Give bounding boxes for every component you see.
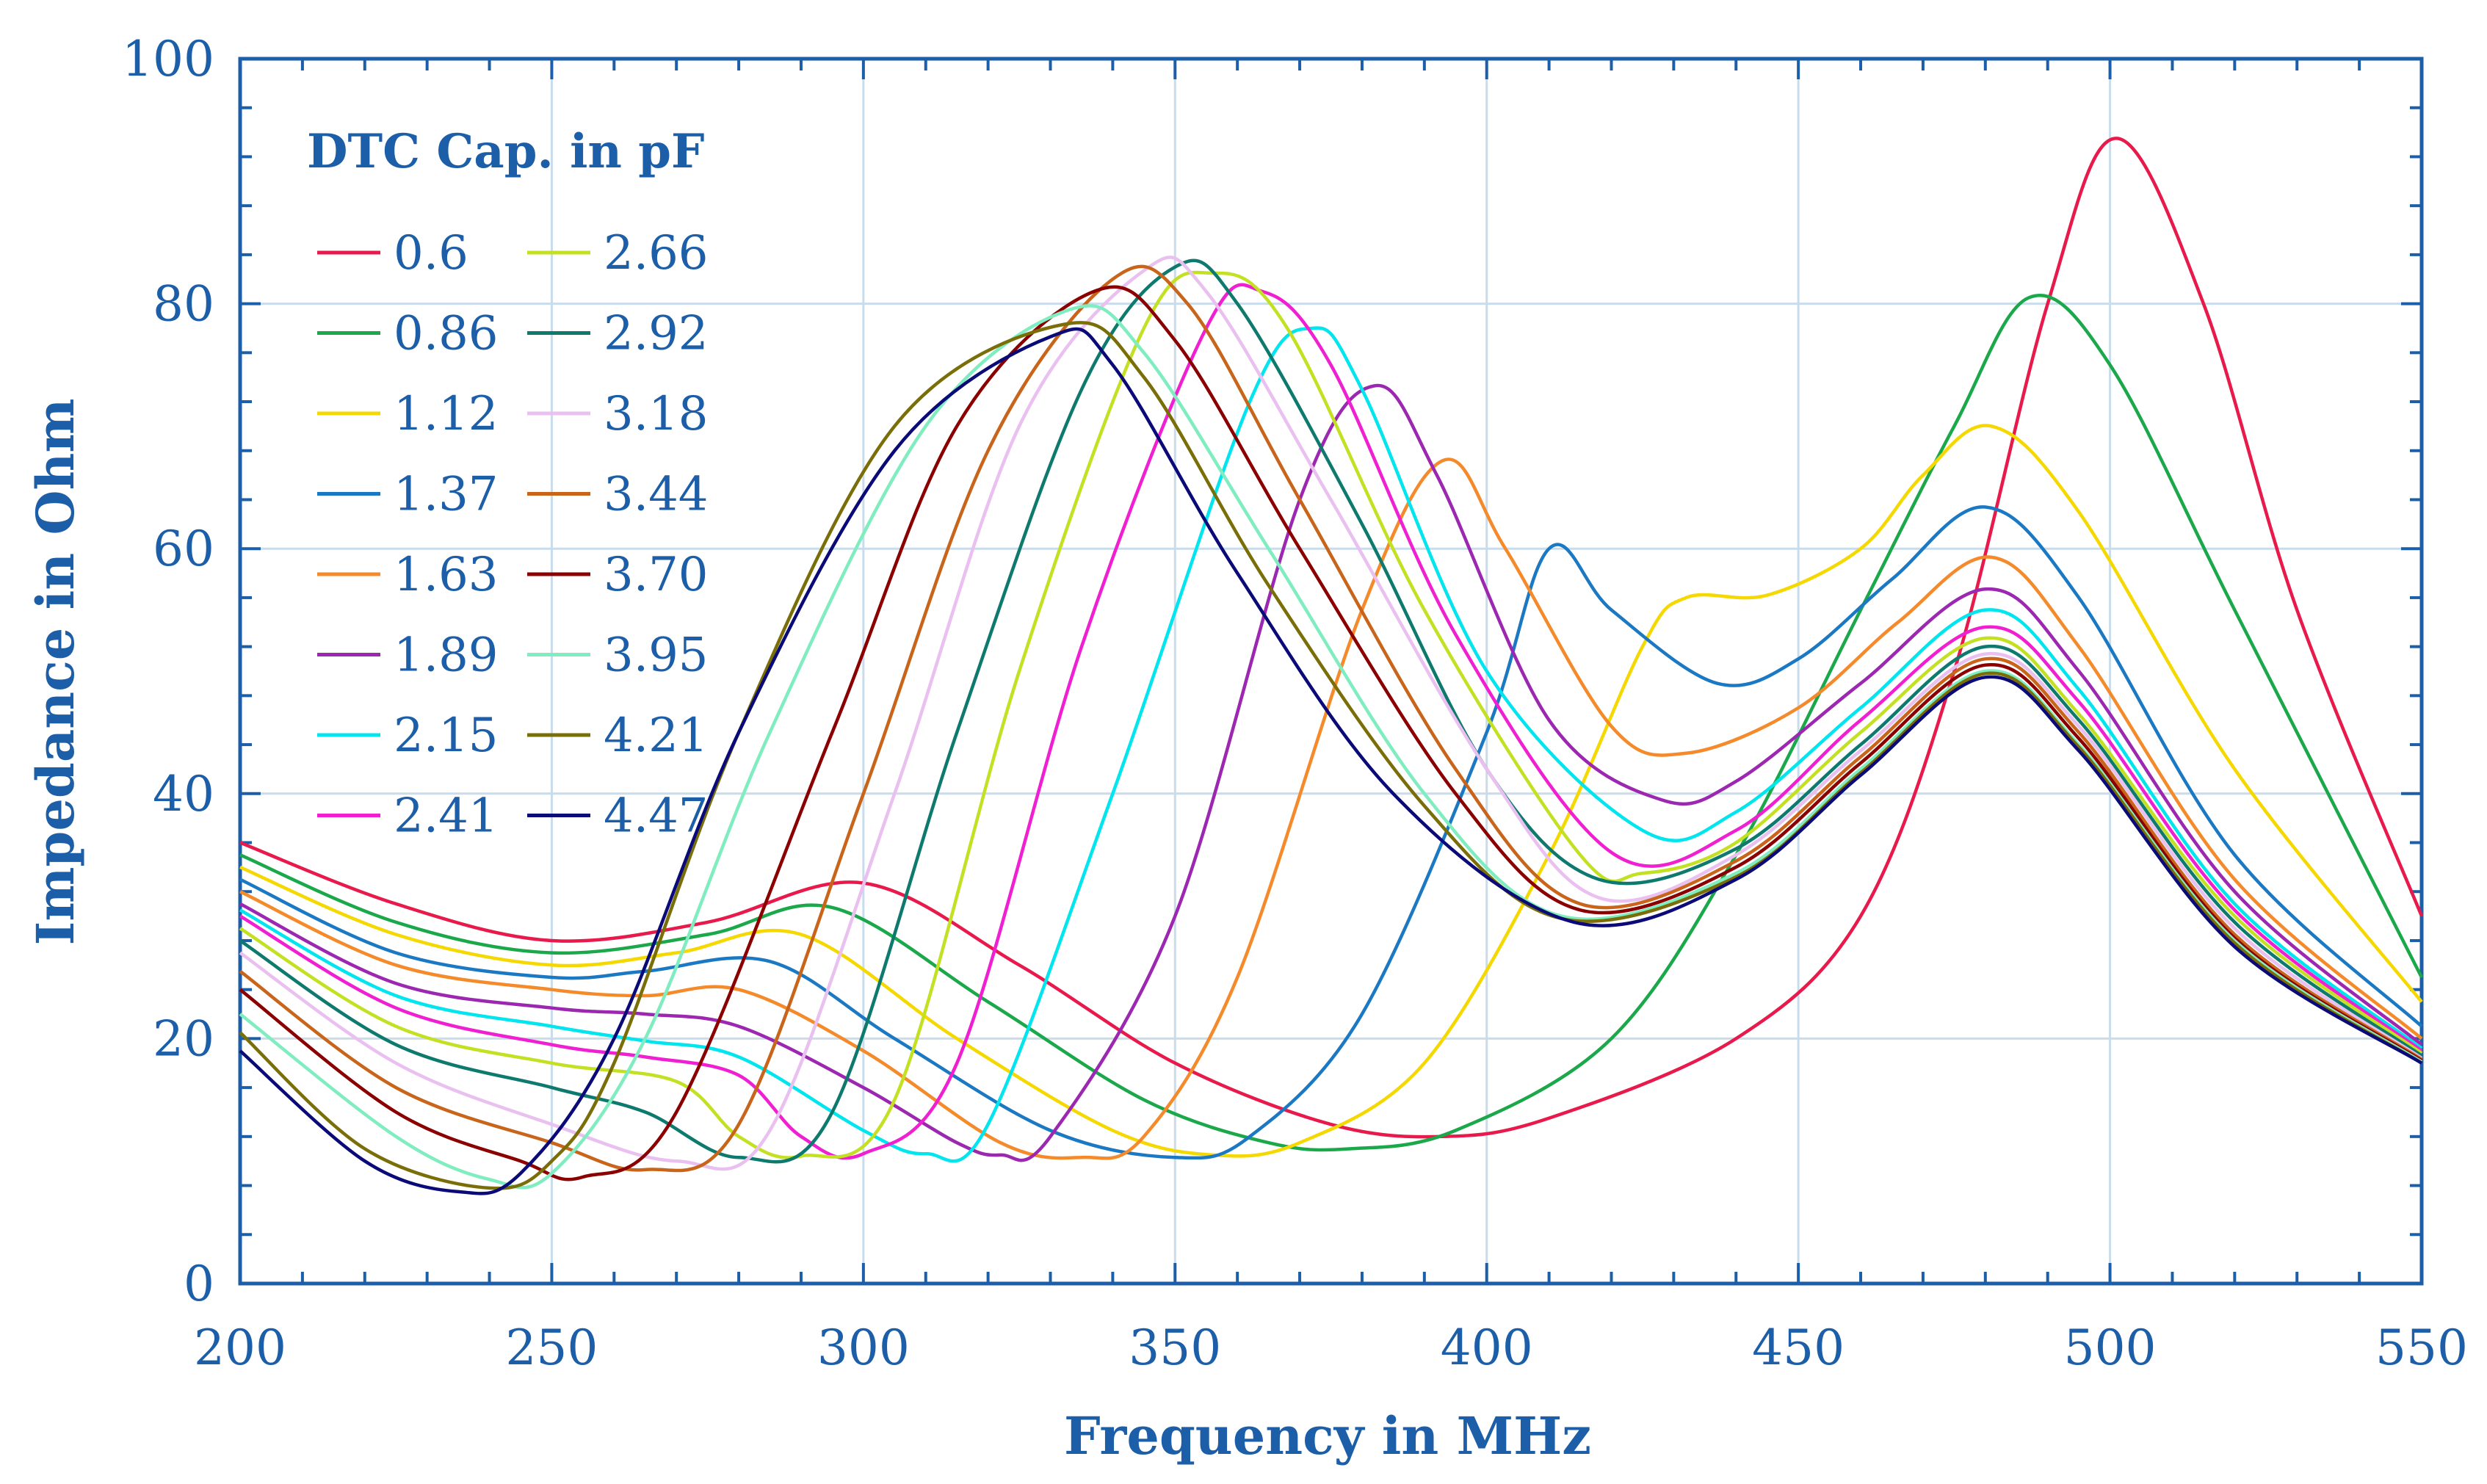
plot-frame — [238, 57, 2424, 1286]
series-line-4.47 — [239, 327, 2423, 1195]
legend-label-3.95: 3.95 — [604, 629, 709, 683]
series-line-3.44 — [239, 264, 2423, 1173]
legend-label-1.63: 1.63 — [394, 548, 499, 602]
y-tick-label-100: 100 — [122, 31, 214, 87]
x-tick-label-550: 550 — [2375, 1320, 2468, 1376]
series-line-3.95 — [239, 304, 2423, 1190]
x-tick-label-350: 350 — [1129, 1320, 1221, 1376]
x-tick-labels: 200 250 300 350 400 450 500 550 — [194, 1320, 2468, 1376]
series-line-1.63 — [239, 457, 2423, 1160]
legend-label-2.66: 2.66 — [604, 226, 709, 280]
grid — [240, 59, 2422, 1284]
x-tick-label-400: 400 — [1441, 1320, 1533, 1376]
y-tick-label-20: 20 — [153, 1010, 214, 1067]
minor-ticks — [239, 57, 2423, 1285]
legend-label-1.89: 1.89 — [394, 629, 499, 683]
legend-label-4.21: 4.21 — [604, 709, 709, 763]
legend: DTC Cap. in pF 0.6 0.86 1.12 1.37 1.63 1.89 2.… — [307, 124, 709, 844]
y-tick-label-60: 60 — [153, 521, 214, 577]
legend-label-3.44: 3.44 — [604, 468, 709, 522]
series-line-4.21 — [239, 321, 2423, 1190]
legend-label-1.37: 1.37 — [394, 468, 499, 522]
series-line-1.89 — [239, 383, 2423, 1162]
y-tick-label-0: 0 — [184, 1256, 214, 1312]
y-tick-label-80: 80 — [153, 276, 214, 333]
series-line-2.92 — [239, 258, 2423, 1164]
legend-label-0.86: 0.86 — [394, 307, 499, 361]
series-line-0.6 — [239, 137, 2424, 1139]
x-tick-label-450: 450 — [1752, 1320, 1845, 1376]
legend-label-2.15: 2.15 — [394, 709, 499, 763]
x-tick-label-500: 500 — [2064, 1320, 2157, 1376]
series-line-3.18 — [239, 256, 2423, 1171]
legend-label-2.41: 2.41 — [394, 789, 499, 844]
series-line-2.15 — [239, 326, 2423, 1163]
x-axis-title: Frequency in MHz — [1064, 1405, 1591, 1466]
legend-label-2.92: 2.92 — [604, 307, 709, 361]
legend-label-3.70: 3.70 — [604, 548, 709, 602]
x-tick-label-200: 200 — [194, 1320, 286, 1376]
y-axis-title: Impedance in Ohm — [25, 399, 86, 946]
series-line-3.70 — [239, 285, 2423, 1181]
series-line-2.66 — [239, 270, 2423, 1159]
y-tick-labels: 0 20 40 60 80 100 — [122, 31, 214, 1312]
curves — [239, 137, 2424, 1195]
legend-title: DTC Cap. in pF — [307, 124, 704, 179]
legend-label-3.18: 3.18 — [604, 387, 709, 441]
series-line-0.86 — [239, 294, 2424, 1152]
legend-label-1.12: 1.12 — [394, 387, 499, 441]
y-tick-label-40: 40 — [153, 766, 214, 822]
plot-border — [238, 57, 2424, 1286]
series-line-1.37 — [239, 505, 2423, 1160]
x-tick-label-300: 300 — [817, 1320, 910, 1376]
legend-label-0.6: 0.6 — [394, 226, 468, 280]
legend-label-4.47: 4.47 — [604, 789, 709, 844]
series-line-1.12 — [239, 424, 2423, 1158]
x-tick-label-250: 250 — [505, 1320, 598, 1376]
